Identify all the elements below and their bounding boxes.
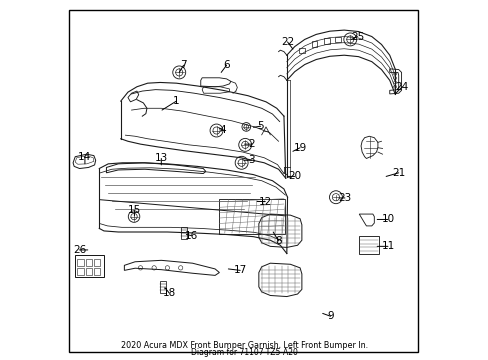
Text: 19: 19 xyxy=(293,143,306,153)
Text: 17: 17 xyxy=(233,265,246,275)
Text: 1: 1 xyxy=(173,96,179,106)
FancyBboxPatch shape xyxy=(69,10,418,352)
Text: 18: 18 xyxy=(162,288,176,298)
Text: 14: 14 xyxy=(78,152,91,162)
Text: 11: 11 xyxy=(381,241,394,251)
Text: 26: 26 xyxy=(73,245,86,255)
Text: 25: 25 xyxy=(350,32,364,41)
Text: 16: 16 xyxy=(184,231,198,240)
Text: 22: 22 xyxy=(280,37,294,47)
Text: 8: 8 xyxy=(275,236,281,246)
Text: Diagram for 71107-TZ5-A20: Diagram for 71107-TZ5-A20 xyxy=(191,348,297,357)
Text: 9: 9 xyxy=(326,311,333,321)
Text: 13: 13 xyxy=(154,153,167,163)
Text: 12: 12 xyxy=(258,197,271,207)
Text: 15: 15 xyxy=(127,206,141,216)
Text: 20: 20 xyxy=(287,171,301,181)
Text: 6: 6 xyxy=(223,60,229,70)
Text: 4: 4 xyxy=(219,125,226,135)
Text: 2020 Acura MDX Front Bumper Garnish, Left Front Bumper In.: 2020 Acura MDX Front Bumper Garnish, Lef… xyxy=(121,341,367,350)
Text: 2: 2 xyxy=(248,139,254,149)
Text: 24: 24 xyxy=(395,82,408,92)
Text: 23: 23 xyxy=(338,193,351,203)
Text: 21: 21 xyxy=(391,168,405,178)
Text: 7: 7 xyxy=(180,60,186,70)
Text: 3: 3 xyxy=(248,155,254,165)
Text: 10: 10 xyxy=(381,215,394,224)
Text: 5: 5 xyxy=(257,121,264,131)
